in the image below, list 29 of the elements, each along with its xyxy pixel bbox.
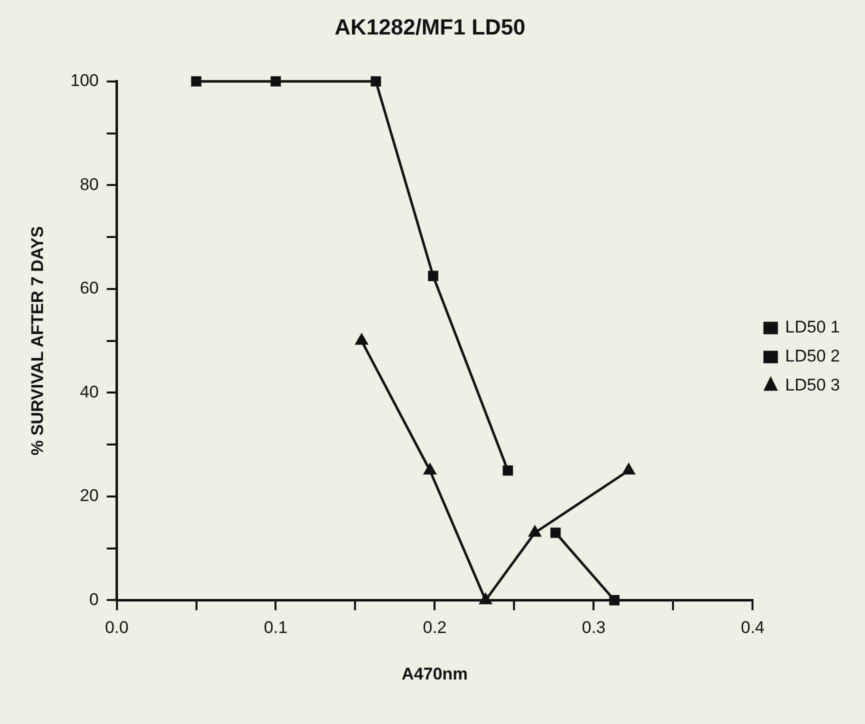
- legend-label: LD50 1: [785, 318, 840, 337]
- y-tick-label: 60: [80, 278, 99, 298]
- point: [191, 76, 202, 87]
- point: [356, 334, 368, 345]
- point: [550, 528, 561, 538]
- point: [622, 464, 635, 474]
- point: [609, 595, 620, 606]
- y-tick-label: 0: [89, 590, 99, 609]
- x-tick-label: 0.3: [582, 618, 606, 638]
- x-axis-title: A470nm: [402, 664, 468, 684]
- point: [424, 464, 436, 474]
- point: [502, 465, 513, 476]
- y-tick-label: 40: [80, 382, 99, 402]
- point: [270, 76, 281, 87]
- point: [428, 270, 438, 282]
- point: [370, 76, 382, 87]
- x-tick-label: 0.1: [264, 618, 288, 638]
- legend-label: LD50 3: [785, 376, 840, 395]
- y-tick-label: 20: [80, 486, 99, 506]
- y-tick-label: 80: [80, 174, 99, 194]
- x-tick-label: 0.0: [104, 618, 129, 638]
- point: [480, 593, 492, 604]
- legend-label: LD50 2: [785, 346, 840, 366]
- x-tick-label: 0.4: [740, 618, 764, 638]
- y-axis-title: % SURVIVAL AFTER 7 DAYS: [28, 226, 47, 456]
- x-tick-label: 0.2: [422, 618, 447, 638]
- chart-title: AK1282/MF1 LD50: [334, 14, 526, 40]
- y-tick-label: 100: [70, 71, 99, 90]
- point: [528, 526, 541, 537]
